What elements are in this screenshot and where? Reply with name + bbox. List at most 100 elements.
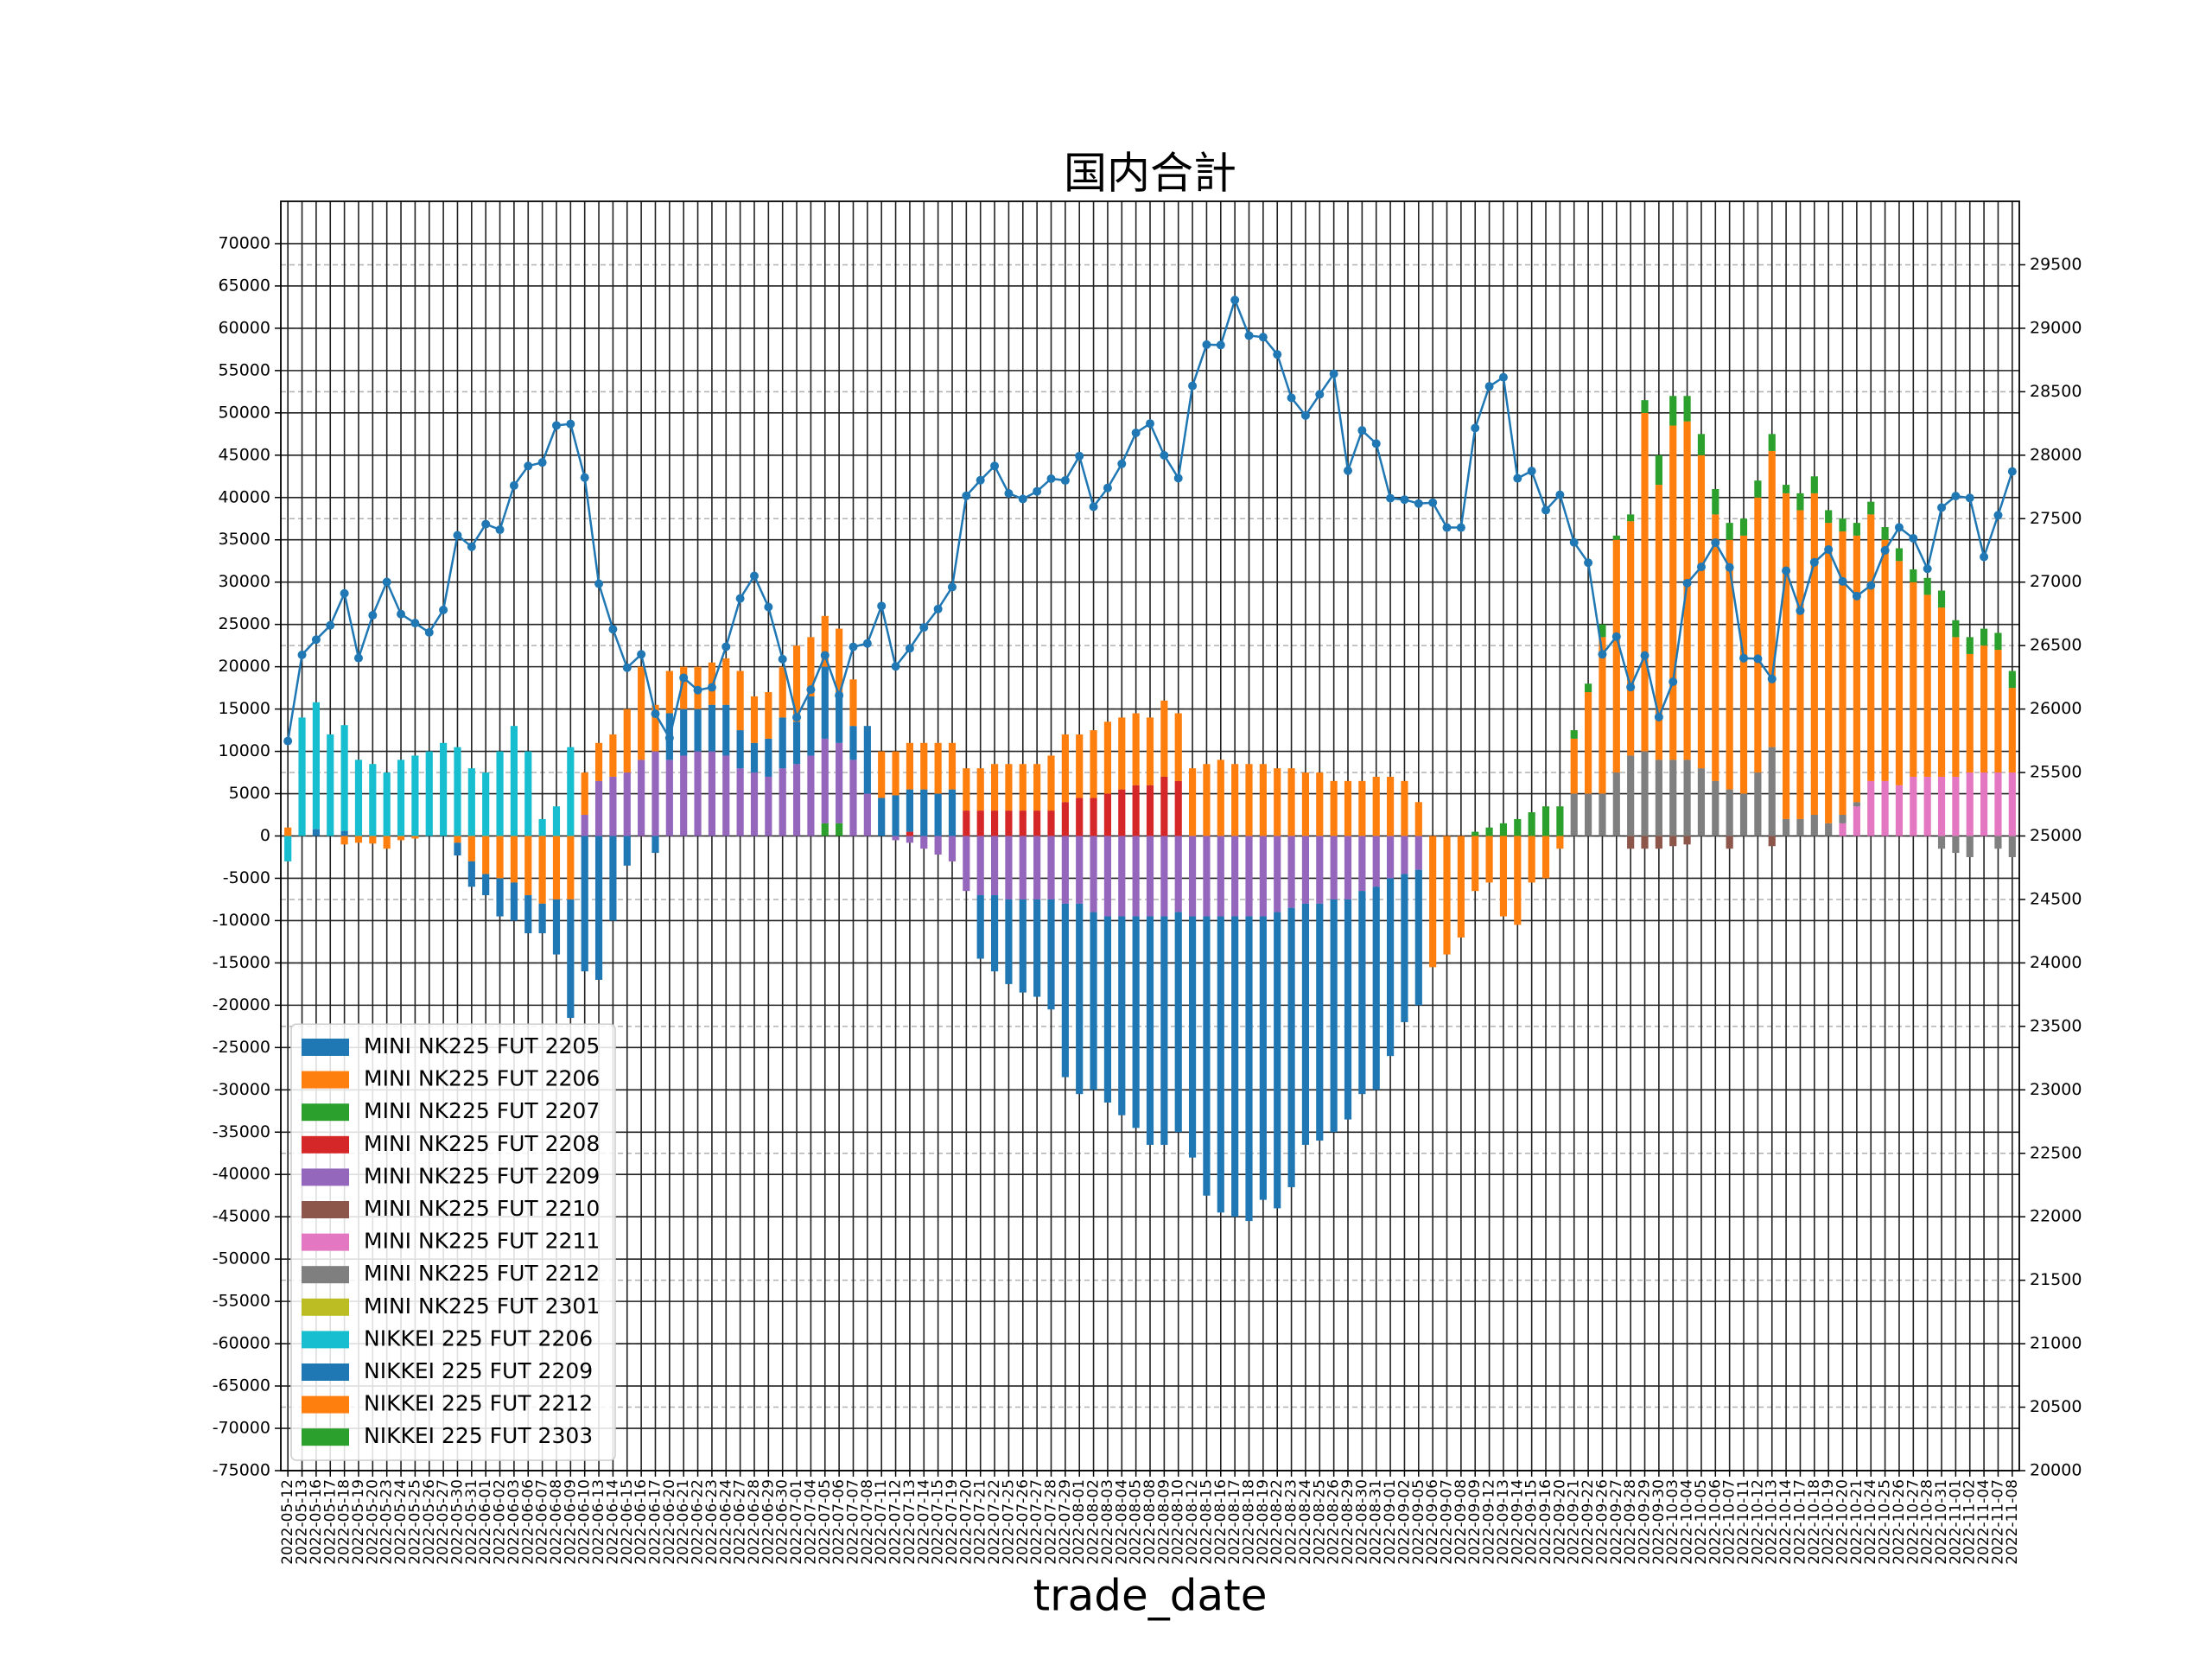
bar-segment [779,666,786,718]
price-point [764,602,773,612]
bar-segment [1160,836,1168,917]
price-point [664,734,674,743]
bar-segment [1683,396,1691,422]
price-point [1654,712,1663,721]
bar-segment [1457,836,1465,938]
bar-segment [1019,764,1027,811]
bar-segment [1033,810,1041,836]
price-point [1315,390,1325,399]
price-point [778,654,787,664]
price-point [1541,505,1551,515]
bar-segment [1541,806,1550,836]
x-tick-label: 2022-09-30 [1650,1479,1668,1565]
y2-tick-label: 21000 [2030,1334,2082,1353]
bar-segment [1033,764,1041,811]
bar-segment [1641,400,1649,413]
bar-segment [1754,497,1762,773]
x-axis-label: trade_date [1033,1571,1267,1621]
bar-segment [1599,793,1606,836]
price-point [1569,537,1579,547]
x-tick-label: 2022-10-19 [1820,1479,1837,1565]
bar-segment [1160,916,1168,1145]
legend-swatch [302,1103,349,1122]
price-point [1371,439,1381,448]
y2-tick-label: 20500 [2030,1397,2082,1416]
bar-segment [1585,793,1592,836]
bar-segment [467,861,475,887]
bar-segment [750,742,759,773]
bar-segment [312,702,320,830]
x-tick-label: 2022-10-28 [1919,1479,1936,1565]
price-point [382,577,391,587]
bar-segment [1923,577,1931,595]
bar-segment [1061,734,1069,803]
bar-segment [2008,836,2016,857]
x-tick-label: 2022-07-15 [930,1479,947,1565]
x-tick-label: 2022-06-23 [703,1479,721,1565]
bar-segment [1937,590,1946,608]
bar-segment [1881,780,1889,836]
price-point [1258,333,1268,342]
y-tick-label: 50000 [219,403,270,422]
x-tick-label: 2022-06-27 [732,1479,749,1565]
bar-segment [1952,836,1960,854]
bar-segment [1853,802,1860,807]
bar-segment [1316,903,1324,1141]
x-tick-label: 2022-07-13 [901,1479,918,1565]
bar-segment [1726,539,1733,790]
x-tick-label: 2022-10-27 [1904,1479,1922,1565]
bar-segment [1825,510,1833,524]
chart-title: 国内合計 [1064,149,1236,199]
bar-segment [1612,539,1620,773]
price-point [340,588,349,598]
bar-segment [1330,899,1338,1133]
price-point [1626,683,1636,692]
bar-segment [1103,721,1112,794]
x-tick-label: 2022-10-03 [1664,1479,1681,1565]
bar-segment [990,836,999,896]
x-tick-label: 2022-05-16 [308,1479,325,1565]
price-point [693,685,702,695]
x-tick-label: 2022-09-07 [1439,1479,1456,1565]
bar-segment [1188,836,1197,917]
bar-segment [1274,912,1281,1209]
x-tick-label: 2022-10-25 [1877,1479,1894,1565]
x-tick-label: 2022-09-01 [1382,1479,1399,1565]
bar-segment [934,836,942,855]
x-tick-label: 2022-10-06 [1707,1479,1724,1565]
price-point [1033,486,1042,496]
bar-segment [1669,396,1677,426]
x-tick-label: 2022-10-24 [1862,1479,1879,1565]
y-tick-label: 0 [260,826,270,845]
bar-segment [2008,688,2016,773]
y-tick-label: -20000 [213,995,270,1014]
price-point [509,480,518,490]
bar-segment [1980,645,1988,773]
y-tick-label: -75000 [213,1461,270,1480]
price-point [580,473,589,482]
x-tick-label: 2022-07-22 [986,1479,1003,1565]
x-tick-label: 2022-07-21 [972,1479,989,1565]
bar-segment [538,818,546,836]
bar-segment [1810,493,1818,816]
x-tick-label: 2022-08-10 [1170,1479,1187,1565]
x-tick-label: 2022-06-16 [632,1479,650,1565]
price-point [1060,476,1070,486]
y2-tick-label: 27000 [2030,572,2082,591]
x-tick-label: 2022-06-20 [661,1479,678,1565]
bar-segment [1627,836,1635,849]
bar-segment [1570,738,1578,794]
bar-segment [1895,785,1904,836]
price-point [1273,350,1282,359]
price-point [891,662,900,671]
bar-segment [1994,650,2002,773]
legend-label: NIKKEI 225 FUT 2206 [364,1325,593,1351]
price-point [835,690,844,700]
x-tick-label: 2022-08-25 [1311,1479,1328,1565]
bar-segment [722,704,730,756]
bar-segment [1712,514,1719,781]
bar-segment [467,768,475,836]
price-point [1739,653,1749,663]
bar-segment [680,755,688,836]
bar-segment [1655,485,1662,760]
